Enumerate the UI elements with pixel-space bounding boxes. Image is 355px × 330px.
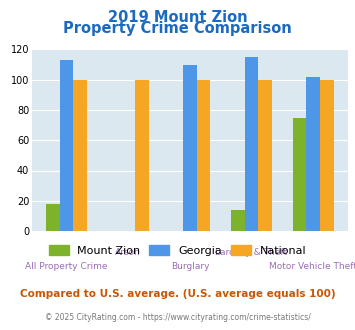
Bar — [60, 60, 73, 231]
Text: © 2025 CityRating.com - https://www.cityrating.com/crime-statistics/: © 2025 CityRating.com - https://www.city… — [45, 314, 310, 322]
Bar — [258, 80, 272, 231]
Bar — [306, 77, 320, 231]
Bar — [320, 80, 334, 231]
Text: Burglary: Burglary — [171, 262, 209, 271]
Bar — [245, 57, 258, 231]
Bar — [46, 204, 60, 231]
Bar — [197, 80, 210, 231]
Text: All Property Crime: All Property Crime — [26, 262, 108, 271]
Text: Compared to U.S. average. (U.S. average equals 100): Compared to U.S. average. (U.S. average … — [20, 289, 335, 299]
Bar — [73, 80, 87, 231]
Text: Larceny & Theft: Larceny & Theft — [215, 248, 288, 257]
Text: Motor Vehicle Theft: Motor Vehicle Theft — [269, 262, 355, 271]
Text: Arson: Arson — [115, 248, 141, 257]
Bar — [135, 80, 149, 231]
Text: 2019 Mount Zion: 2019 Mount Zion — [108, 10, 247, 25]
Bar — [293, 117, 306, 231]
Text: Property Crime Comparison: Property Crime Comparison — [63, 21, 292, 36]
Legend: Mount Zion, Georgia, National: Mount Zion, Georgia, National — [44, 241, 311, 260]
Bar — [231, 210, 245, 231]
Bar — [183, 65, 197, 231]
